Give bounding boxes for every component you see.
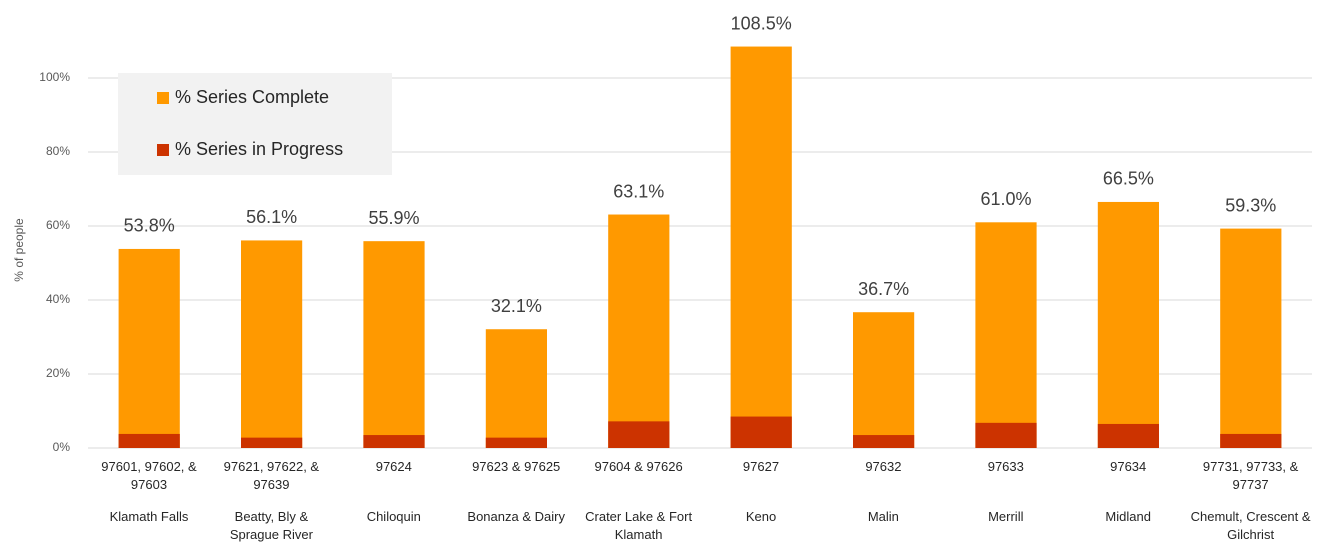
value-label: 55.9% <box>368 208 419 228</box>
y-tick-label: 40% <box>46 292 70 306</box>
bar <box>363 435 425 448</box>
bar <box>730 416 792 448</box>
y-tick-label: 20% <box>46 366 70 380</box>
value-label: 36.7% <box>858 279 909 299</box>
place-label: Chiloquin <box>366 509 421 524</box>
place-label: Klamath Falls <box>109 509 189 524</box>
value-label: 32.1% <box>491 296 542 316</box>
bar <box>485 329 547 448</box>
y-axis-title: % of people <box>12 218 26 282</box>
x-tick-label: 97627 <box>742 459 780 474</box>
bar <box>118 248 180 448</box>
bar <box>608 214 670 448</box>
legend-label: % Series in Progress <box>175 139 343 159</box>
bar <box>1097 201 1159 448</box>
bar <box>853 312 915 448</box>
bar <box>730 46 792 449</box>
x-tick-label: 97633 <box>987 459 1024 474</box>
place-label: Merrill <box>988 509 1024 524</box>
value-label: 63.1% <box>613 181 664 201</box>
x-tick-label: 97621, 97622, & 97639 <box>223 459 320 492</box>
x-tick-label: 97601, 97602, & 97603 <box>101 459 197 492</box>
bar <box>241 240 303 448</box>
bar <box>975 422 1037 448</box>
bar <box>1097 423 1159 448</box>
place-label: Keno <box>745 509 777 524</box>
bar <box>118 433 180 448</box>
y-tick-label: 80% <box>46 144 70 158</box>
bar <box>975 222 1037 448</box>
legend-swatch <box>157 144 169 156</box>
value-label: 59.3% <box>1225 195 1276 215</box>
value-label: 66.5% <box>1103 169 1154 189</box>
place-label: Bonanza & Dairy <box>467 509 565 524</box>
y-tick-label: 100% <box>39 70 70 84</box>
x-tick-label: 97623 & 97625 <box>472 459 561 474</box>
bar <box>485 437 547 448</box>
x-tick-label: 97731, 97733, & 97737 <box>1202 459 1299 492</box>
value-label: 56.1% <box>246 207 297 227</box>
legend-label: % Series Complete <box>175 87 329 107</box>
place-label: Midland <box>1105 509 1151 524</box>
place-label: Crater Lake & Fort Klamath <box>585 509 693 542</box>
bar <box>608 421 670 448</box>
y-tick-label: 0% <box>53 440 71 454</box>
value-label: 108.5% <box>731 13 792 33</box>
legend-swatch <box>157 92 169 104</box>
place-label: Chemult, Crescent & Gilchrist <box>1190 509 1311 542</box>
bar <box>853 435 915 448</box>
value-label: 61.0% <box>980 189 1031 209</box>
place-label: Beatty, Bly & Sprague River <box>229 509 313 542</box>
value-label: 53.8% <box>124 216 175 236</box>
bar <box>241 437 303 448</box>
x-tick-label: 97624 <box>375 459 412 474</box>
x-tick-label: 97632 <box>865 459 902 474</box>
bar <box>1220 228 1282 448</box>
x-tick-label: 97634 <box>1110 459 1147 474</box>
x-tick-label: 97604 & 97626 <box>594 459 683 474</box>
y-tick-label: 60% <box>46 218 70 232</box>
place-label: Malin <box>867 509 899 524</box>
legend-box <box>118 73 392 175</box>
bar <box>1220 433 1282 448</box>
bar <box>363 241 425 448</box>
